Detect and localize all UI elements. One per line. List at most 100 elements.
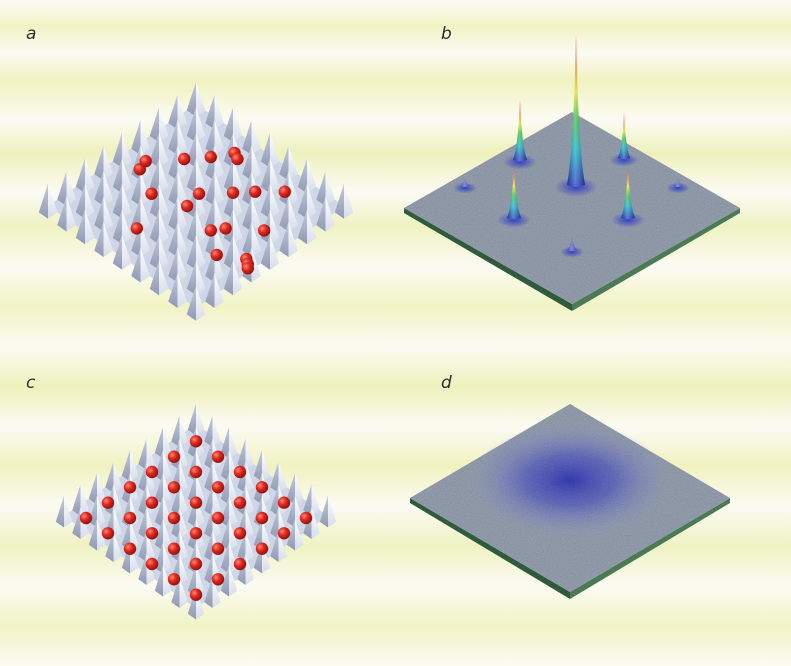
lattice-facet (186, 107, 196, 143)
lattice-facet (316, 196, 326, 232)
lattice-facet (245, 553, 254, 585)
lattice-facet (196, 260, 206, 296)
atom (255, 481, 269, 494)
lattice-facet (286, 473, 295, 505)
lattice-facet (204, 484, 213, 516)
lattice-facet (328, 496, 337, 528)
atom (167, 573, 181, 586)
lattice-facet (122, 133, 132, 168)
lattice-facet (131, 247, 141, 283)
lattice-facet (154, 496, 163, 528)
lattice-facet (154, 519, 163, 551)
lattice-facet (251, 247, 261, 283)
lattice-facet (196, 158, 206, 194)
lattice-facet (131, 171, 141, 206)
lattice-facet (214, 120, 224, 155)
lattice-facet (85, 158, 95, 194)
lattice-facet (316, 171, 326, 206)
lattice-facet (179, 484, 188, 516)
atom (167, 511, 181, 525)
lattice-facet (187, 404, 196, 436)
lattice-facet (121, 450, 130, 482)
lattice-facet (105, 461, 114, 493)
lattice-facet (186, 158, 196, 194)
lattice-facet (177, 247, 187, 283)
lattice-facet (85, 209, 95, 245)
lattice-facet (177, 120, 187, 155)
lattice-facet (251, 145, 261, 181)
lattice-facet (251, 196, 261, 232)
lattice-facet (159, 107, 169, 143)
lattice-facet (229, 565, 238, 597)
lattice-facet (233, 260, 243, 296)
lattice-facet (205, 273, 215, 308)
atom (145, 187, 158, 200)
lattice-facet (103, 196, 113, 232)
lattice-facet (168, 222, 178, 257)
lattice-facet (159, 235, 169, 270)
lattice-facet (138, 530, 147, 562)
lattice-facet (245, 461, 254, 493)
atom (231, 152, 244, 166)
lattice-facet (179, 461, 188, 493)
lattice-facet (196, 209, 206, 245)
lattice-facet (245, 438, 254, 470)
lattice-facet (138, 484, 147, 516)
lattice-facet (159, 260, 169, 296)
lattice-facet (270, 484, 279, 516)
lattice-facet (253, 519, 262, 551)
lattice-facet (186, 209, 196, 245)
lattice-facet (163, 473, 172, 505)
lattice-facet (242, 222, 252, 257)
lattice-facet (177, 196, 187, 232)
lattice-facet (130, 519, 139, 551)
atom (79, 511, 93, 525)
atom (233, 557, 247, 571)
lattice-facet (171, 415, 180, 447)
atom (178, 152, 191, 166)
lattice-facet (270, 461, 279, 493)
atom (189, 496, 203, 509)
lattice-facet (204, 530, 213, 562)
lattice-facet (48, 184, 58, 219)
peak-glow (666, 182, 690, 194)
lattice-facet (168, 273, 178, 308)
plate-edge (404, 208, 572, 311)
atom (123, 511, 137, 525)
lattice-facet (186, 286, 196, 321)
lattice-facet (66, 171, 76, 206)
lattice-facet (122, 209, 132, 245)
lattice-facet (220, 450, 229, 482)
lattice-facet (196, 473, 205, 505)
lattice-facet (245, 530, 254, 562)
peak-shading (567, 236, 577, 251)
lattice-facet (179, 415, 188, 447)
lattice-facet (80, 484, 89, 516)
lattice-facet (112, 209, 122, 245)
panel-d-diffuse-cloud (410, 404, 730, 599)
lattice-facet (140, 247, 150, 283)
lattice-facet (186, 235, 196, 270)
atom (277, 496, 291, 509)
lattice-facet (260, 158, 270, 194)
lattice-facet (196, 107, 206, 143)
panel-label-c: c (26, 373, 36, 393)
lattice-facet (205, 196, 215, 232)
peak-glow (453, 182, 477, 194)
lattice-facet (112, 133, 122, 168)
lattice-facet (159, 133, 169, 168)
lattice-facet (97, 519, 106, 551)
lattice-facet (205, 171, 215, 206)
lattice-facet (168, 196, 178, 232)
lattice-facet (270, 530, 279, 562)
atom (249, 185, 262, 198)
lattice-facet (288, 145, 298, 181)
lattice-facet (253, 450, 262, 482)
panel-label-a: a (26, 24, 37, 44)
lattice-facet (204, 461, 213, 493)
lattice-facet (288, 196, 298, 232)
lattice-facet (220, 473, 229, 505)
lattice-facet (214, 273, 224, 308)
lattice-facet (94, 222, 104, 257)
lattice-facet (279, 145, 289, 181)
